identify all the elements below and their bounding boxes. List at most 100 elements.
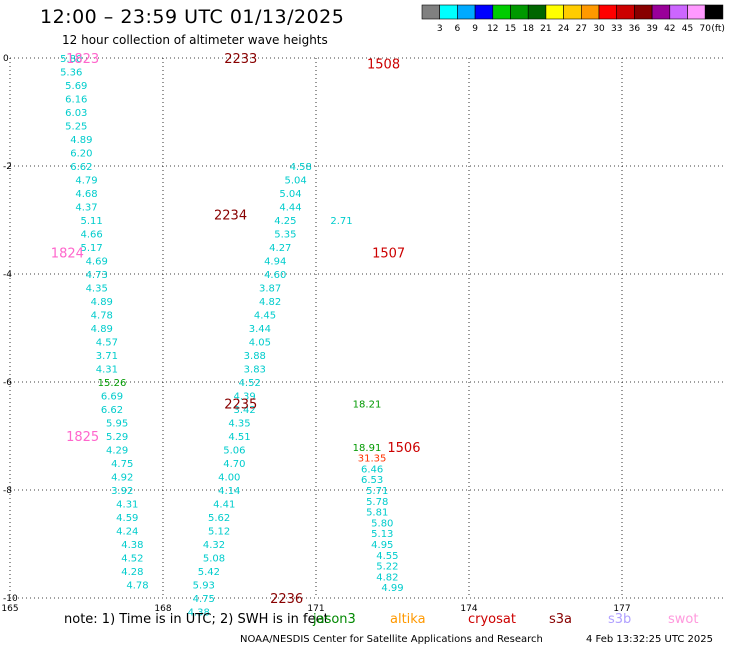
wave-height-label: 4.82 [376, 572, 398, 583]
wave-height-label: 4.94 [264, 257, 286, 268]
y-tick-label: -8 [3, 486, 12, 496]
wave-height-label: 4.29 [106, 446, 128, 457]
wave-height-label: 4.60 [264, 270, 286, 281]
wave-height-label: 6.20 [70, 149, 92, 160]
wave-height-label: 4.52 [239, 378, 261, 389]
wave-height-label: 4.00 [218, 473, 240, 484]
satellite-name-cryosat: cryosat [468, 612, 516, 627]
wave-height-label: 3.44 [249, 324, 271, 335]
wave-height-label: 6.53 [361, 475, 383, 486]
y-tick-label: 0 [3, 54, 9, 64]
pass-time-label: 2235 [224, 398, 257, 413]
wave-height-label: 5.81 [366, 508, 388, 519]
wave-height-label: 4.95 [371, 540, 393, 551]
wave-height-label: 6.62 [101, 405, 123, 416]
wave-height-label: 6.16 [65, 95, 87, 106]
chart-title: 12:00 – 23:59 UTC 01/13/2025 [40, 6, 345, 28]
wave-height-label: 4.27 [269, 243, 291, 254]
colorbar-label: 3 [437, 24, 443, 34]
wave-height-label: 4.37 [75, 203, 97, 214]
wave-height-label: 3.88 [244, 351, 266, 362]
wave-height-label: 5.80 [60, 54, 82, 65]
x-tick-label: 168 [154, 604, 171, 614]
wave-height-label: 4.68 [75, 189, 97, 200]
wave-height-label: 5.04 [279, 189, 301, 200]
colorbar-label: 33 [611, 24, 622, 34]
x-tick-label: 171 [307, 604, 324, 614]
wave-height-label: 4.38 [188, 608, 210, 619]
wave-height-label: 4.14 [218, 486, 240, 497]
wave-height-label: 4.82 [259, 297, 281, 308]
wave-height-label: 4.55 [376, 551, 398, 562]
wave-height-label: 4.58 [290, 162, 312, 173]
wave-height-label: 5.25 [65, 122, 87, 133]
wave-height-label: 18.91 [353, 443, 382, 454]
wave-height-label: 5.29 [106, 432, 128, 443]
colorbar-swatch [704, 4, 724, 20]
color-scale-legend: 3 6 9 12 15 18 21 24 27 30 33 36 39 42 45 70 (ft) [421, 4, 725, 34]
wave-height-label: 4.25 [274, 216, 296, 227]
colorbar-unit: (ft) [711, 24, 725, 34]
wave-height-label: 5.78 [366, 497, 388, 508]
wave-height-label: 15.26 [98, 378, 127, 389]
wave-height-label: 4.38 [121, 540, 143, 551]
wave-height-label: 5.11 [80, 216, 102, 227]
wave-height-label: 5.06 [223, 446, 245, 457]
wave-height-label: 5.62 [208, 513, 230, 524]
wave-height-label: 5.12 [208, 527, 230, 538]
wave-height-label: 4.24 [116, 527, 138, 538]
wave-height-label: 31.35 [358, 454, 387, 465]
wave-height-label: 4.44 [279, 203, 301, 214]
wave-height-label: 6.46 [361, 464, 383, 475]
wave-height-label: 5.93 [193, 581, 215, 592]
wave-height-label: 5.17 [80, 243, 102, 254]
pass-time-label: 2236 [270, 592, 303, 607]
colorbar-label: 36 [629, 24, 641, 34]
wave-height-label: 5.95 [106, 419, 128, 430]
wave-height-label: 4.35 [228, 419, 250, 430]
wave-height-label: 4.89 [70, 135, 92, 146]
x-tick-label: 165 [1, 604, 18, 614]
wave-height-label: 4.70 [223, 459, 245, 470]
colorbar-label: 39 [646, 24, 658, 34]
wave-height-label: 5.13 [371, 529, 393, 540]
wave-height-label: 6.62 [70, 162, 92, 173]
colorbar-label: 12 [487, 24, 498, 34]
satellite-name-swot: swot [668, 612, 699, 627]
wave-height-label: 4.66 [80, 230, 102, 241]
pass-time-label: 2234 [214, 209, 247, 224]
wave-height-label: 4.32 [203, 540, 225, 551]
colorbar-label: 6 [455, 24, 461, 34]
wave-height-label: 5.42 [198, 567, 220, 578]
credit-text: NOAA/NESDIS Center for Satellite Applica… [240, 634, 543, 645]
satellite-name-altika: altika [390, 612, 426, 627]
chart-subtitle: 12 hour collection of altimeter wave hei… [62, 33, 328, 47]
generation-timestamp: 4 Feb 13:32:25 UTC 2025 [586, 634, 713, 645]
y-tick-label: -4 [3, 270, 12, 280]
wave-height-label: 4.78 [91, 311, 113, 322]
wave-height-label: 4.92 [111, 473, 133, 484]
wave-height-label: 4.79 [75, 176, 97, 187]
pass-time-label: 1506 [387, 441, 420, 456]
wave-height-label: 4.52 [121, 554, 143, 565]
colorbar-label: 45 [682, 24, 693, 34]
wave-height-label: 2.71 [330, 216, 352, 227]
wave-height-label: 6.69 [101, 392, 123, 403]
wave-height-label: 5.22 [376, 562, 398, 573]
y-tick-label: -6 [3, 378, 12, 388]
pass-time-label: 1508 [367, 57, 400, 72]
wave-height-label: 4.89 [91, 297, 113, 308]
wave-height-label: 3.42 [233, 405, 255, 416]
wave-height-label: 4.69 [86, 257, 108, 268]
wave-height-label: 4.75 [193, 594, 215, 605]
wave-height-label: 4.57 [96, 338, 118, 349]
wave-height-label: 3.83 [244, 365, 266, 376]
pass-time-label: 1824 [51, 246, 84, 261]
colorbar-label: 30 [593, 24, 605, 34]
y-tick-label: -2 [3, 162, 12, 172]
wave-height-label: 4.31 [116, 500, 138, 511]
wave-height-label: 5.04 [284, 176, 306, 187]
wave-height-label: 5.71 [366, 486, 388, 497]
wave-height-label: 5.08 [203, 554, 225, 565]
